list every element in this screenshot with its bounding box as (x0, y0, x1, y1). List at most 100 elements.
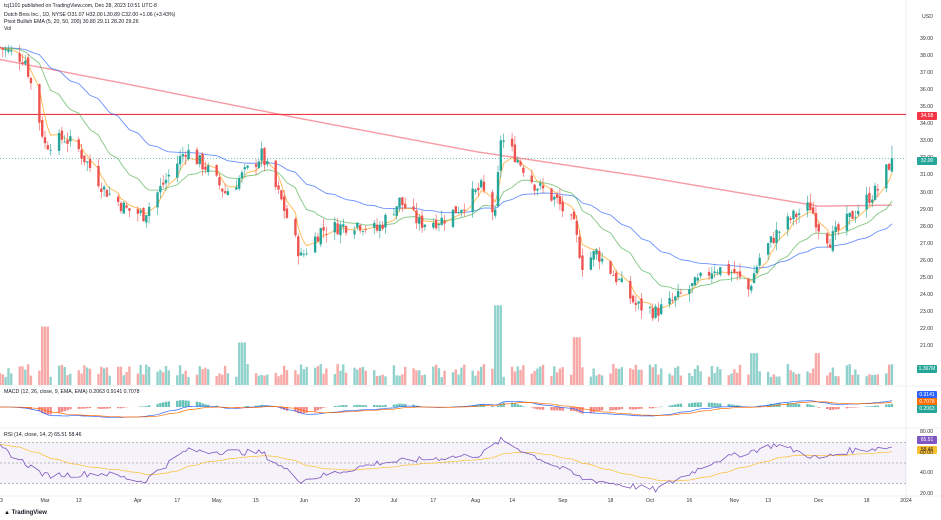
time-tick: 13 (0, 498, 3, 504)
macd-histogram-bar (69, 407, 72, 410)
candle-body (375, 224, 379, 231)
candle-body (876, 189, 880, 191)
volume-bar (806, 371, 809, 385)
candle-body (502, 140, 505, 142)
candle-body (226, 191, 230, 196)
rsi-tick: 80.00 (920, 429, 933, 435)
volume-bar (398, 375, 401, 385)
macd-histogram-bar (361, 405, 365, 407)
rsi-legend[interactable]: RSI (14, close, 14, 2) 65.51 58.46 (4, 432, 82, 438)
volume-bar (589, 376, 593, 385)
volume-bar (167, 370, 171, 385)
volume-bar (319, 364, 322, 385)
candle-body (437, 224, 441, 226)
candle-body (499, 140, 503, 171)
macd-histogram-bar (733, 404, 736, 407)
volume-bar (600, 375, 604, 385)
volume-bar (598, 374, 601, 385)
volume-bar (285, 370, 289, 385)
candle-body (237, 178, 241, 189)
candle-body (122, 202, 125, 214)
macd-histogram-bar (187, 400, 190, 407)
macd-histogram-bar (541, 407, 545, 410)
candle-body (826, 233, 829, 244)
ema-legend[interactable]: Pivot Bullish EMA (5, 20, 50, 200) 30.80… (4, 19, 139, 25)
macd-histogram-bar (204, 404, 207, 407)
volume-bar (100, 366, 103, 385)
candle-body (10, 50, 13, 52)
macd-histogram-bar (122, 407, 125, 408)
volume-bar (795, 374, 798, 385)
candle-body (398, 197, 401, 208)
volume-bar (640, 369, 643, 385)
macd-histogram-bar (302, 407, 306, 414)
candle-body (637, 301, 640, 304)
volume-bar (178, 365, 182, 385)
macd-histogram-bar (786, 402, 790, 407)
candle-body (789, 218, 792, 220)
candle-body (648, 307, 652, 309)
macd-histogram-bar (322, 407, 325, 408)
volume-bar (890, 364, 894, 385)
candle-body (558, 196, 562, 205)
candle-body (890, 158, 894, 172)
macd-histogram-bar (41, 407, 44, 414)
time-tick: Dec (814, 498, 824, 504)
price-tick: 39.00 (920, 36, 933, 43)
candle-body (533, 184, 536, 191)
macd-histogram-bar (336, 405, 339, 407)
candle-body (83, 155, 86, 163)
volume-legend[interactable]: Vol (4, 26, 12, 32)
candle-body (752, 273, 756, 284)
volume-bar (865, 376, 868, 385)
volume-bar (519, 369, 522, 385)
candle-body (221, 188, 224, 192)
macd-histogram-bar (589, 407, 593, 414)
time-tick: 18 (863, 498, 870, 504)
candle-body (204, 166, 207, 170)
volume-bar (43, 326, 47, 385)
macd-histogram-bar (139, 406, 142, 407)
volume-bar (392, 365, 396, 385)
macd-histogram-bar (510, 402, 514, 407)
volume-bar (541, 364, 545, 385)
volume-bar (418, 370, 421, 385)
macd-histogram-bar (156, 404, 159, 407)
price-tick: 34.00 (920, 121, 933, 128)
candle-body (240, 172, 244, 179)
candle-body (536, 188, 539, 191)
volume-bar (775, 376, 778, 385)
volume-bar (201, 369, 204, 385)
macd-histogram-bar (676, 403, 680, 407)
macd-histogram-bar (116, 407, 120, 409)
candle-body (719, 267, 722, 275)
tradingview-logo[interactable]: ▲ TradingView (4, 510, 47, 516)
price-tick: 37.00 (920, 70, 933, 77)
macd-histogram-bar (339, 405, 342, 407)
macd-histogram-bar (668, 405, 671, 407)
macd-histogram-bar (119, 407, 123, 409)
time-tick: Aug (470, 498, 481, 504)
volume-bar (122, 375, 125, 385)
candle-body (18, 53, 21, 62)
volume-bar (797, 373, 801, 385)
volume-bar (353, 367, 356, 385)
candle-body (69, 136, 72, 142)
volume-bar (755, 353, 759, 385)
volume-bar (299, 364, 303, 385)
candle-body (128, 208, 131, 211)
macd-histogram-bar (86, 407, 89, 409)
symbol-legend[interactable]: Dutch Bros Inc., 1D, NYSE O31.07 H32.00 … (4, 12, 176, 18)
volume-bar (26, 364, 30, 385)
time-tick: 13 (765, 498, 772, 504)
candle-body (671, 300, 674, 301)
time-tick: 18 (607, 498, 614, 504)
volume-bar (313, 367, 317, 385)
time-tick: Nov (729, 498, 739, 504)
volume-bar (854, 369, 857, 385)
candle-body (60, 130, 64, 140)
macd-legend[interactable]: MACD (12, 26, close, 9, EMA, EMA) 0.2063… (4, 389, 140, 395)
volume-bar (696, 365, 699, 385)
candle-body (617, 279, 621, 281)
